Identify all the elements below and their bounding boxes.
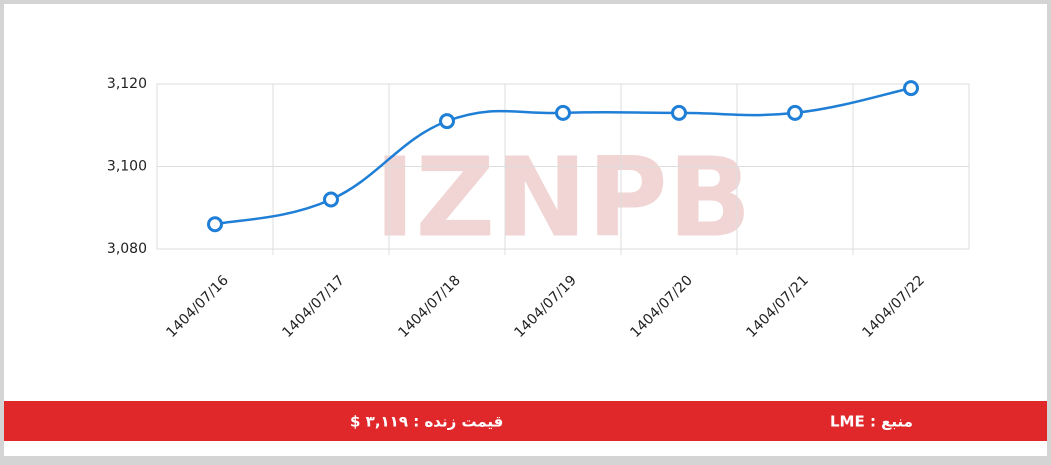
point [903,80,919,97]
footer-price: قیمت زنده : ۳,۱۱۹ $ [350,413,503,431]
point [787,104,803,121]
y-tick-label: 3,120 [107,76,147,92]
y-tick-label: 3,080 [107,241,147,257]
point [555,104,571,121]
footer-bar [4,401,1047,441]
y-tick-label: 3,100 [107,159,147,175]
footer-source: منبع : LME [830,413,913,431]
point [207,216,223,233]
point [671,104,687,121]
panel [4,4,1047,456]
point [439,113,455,130]
watermark: IZNPB [374,133,751,261]
point [323,191,339,208]
